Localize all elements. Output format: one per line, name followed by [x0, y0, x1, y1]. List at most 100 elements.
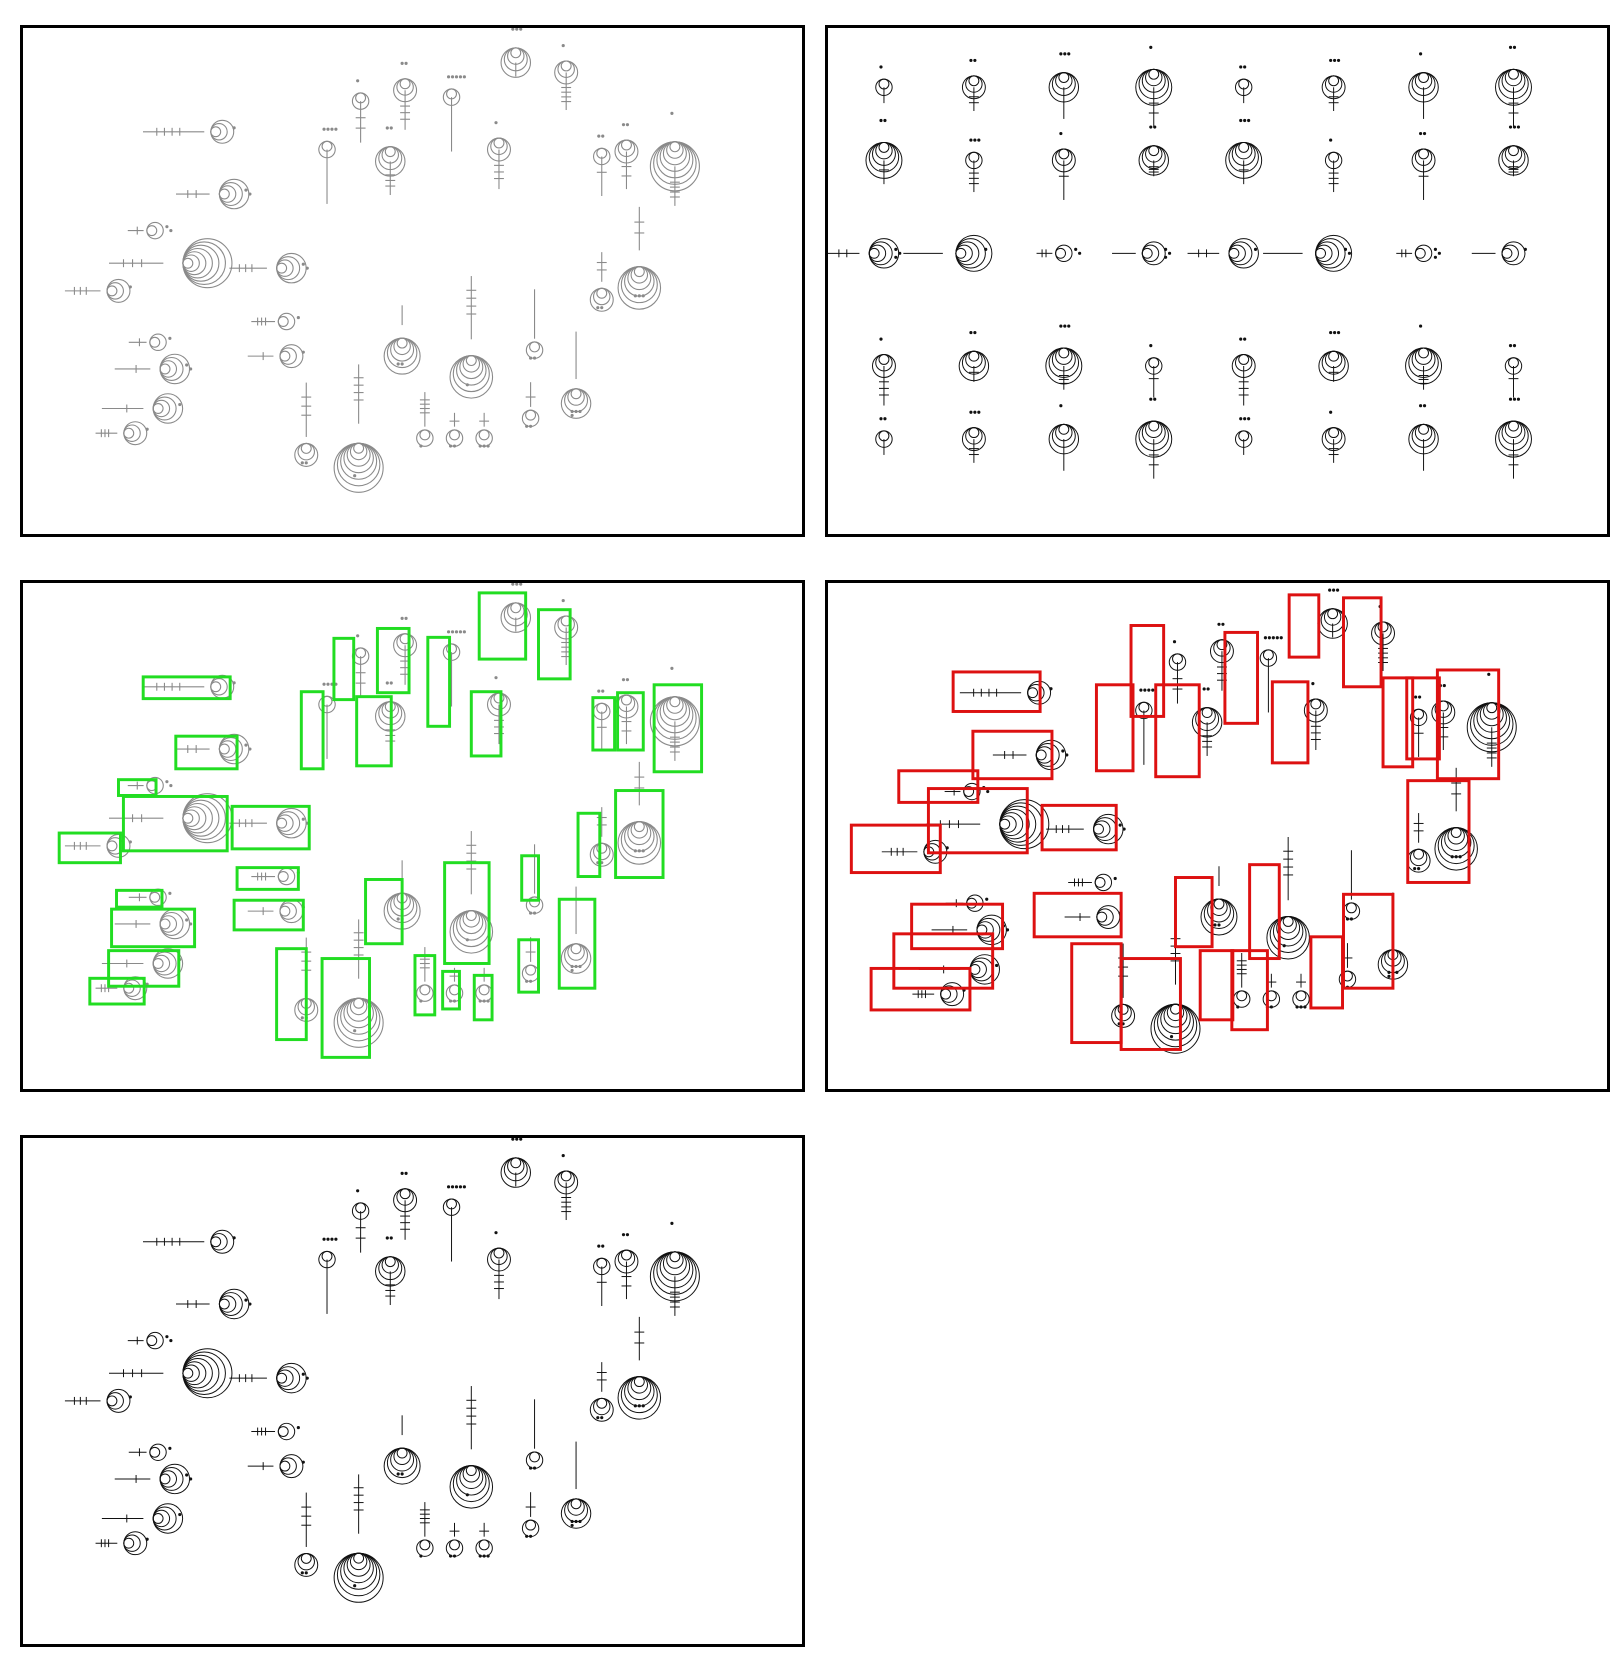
red-detection-box: [1223, 630, 1260, 725]
tree-glyph: [1234, 430, 1253, 455]
tree-glyph: [560, 331, 592, 419]
tree-glyph: [176, 178, 250, 210]
tree-glyph: [128, 1443, 167, 1461]
tree-glyph: [1111, 943, 1136, 1028]
tree-glyph: [965, 151, 983, 193]
tree-glyph: [649, 1251, 700, 1316]
tree-glyph: [375, 1256, 406, 1306]
tree-glyph: [617, 206, 662, 310]
tree-glyph: [128, 333, 167, 352]
green-detection-box: [517, 938, 540, 994]
tree-glyph: [351, 1202, 370, 1253]
tree-glyph: [1145, 357, 1163, 398]
tree-glyph: [1434, 767, 1478, 871]
tree-glyph: [865, 141, 903, 185]
green-detection-box: [332, 636, 356, 702]
tree-glyph: [393, 633, 418, 685]
tree-glyph: [1408, 423, 1439, 471]
tree-glyph: [614, 139, 639, 190]
green-detection-box: [426, 635, 452, 728]
tree-glyph: [475, 412, 493, 447]
tree-glyph: [554, 1170, 579, 1221]
tree-glyph: [475, 1522, 493, 1557]
red-detection-box: [1119, 957, 1182, 1051]
tree-glyph: [521, 382, 540, 428]
tree-glyph: [442, 643, 461, 707]
tree-glyph: [589, 252, 614, 312]
green-detection-box: [557, 897, 597, 990]
red-detection-box: [1342, 596, 1383, 689]
tree-glyph: [1048, 72, 1080, 119]
tree-glyph: [500, 602, 532, 633]
green-detection-box: [614, 789, 665, 879]
tree-glyph: [958, 350, 990, 382]
tree-glyph: [1266, 836, 1310, 960]
red-detection-box: [1270, 680, 1310, 765]
green-detection-box: [472, 973, 494, 1022]
green-detection-box: [364, 878, 404, 946]
tree-glyph: [351, 92, 370, 143]
tree-glyph: [229, 1362, 307, 1394]
tree-glyph: [871, 354, 896, 406]
tree-glyph: [142, 1229, 235, 1254]
tree-glyph: [1225, 141, 1263, 185]
red-detection-box: [897, 769, 980, 804]
green-detection-box: [299, 690, 325, 771]
green-detection-box: [88, 976, 146, 1006]
green-detection-box: [375, 626, 411, 695]
green-detection-canvas: [57, 583, 704, 1059]
green-detection-box: [174, 734, 239, 771]
tree-glyph: [589, 1362, 614, 1422]
red-detection-box: [926, 787, 1029, 855]
tree-glyph: [487, 1247, 511, 1300]
tree-glyph: [1495, 68, 1532, 127]
tree-glyph: [486, 137, 511, 190]
tree-glyph: [383, 305, 421, 375]
tree-glyph: [374, 146, 406, 196]
tree-glyph: [416, 392, 434, 447]
tree-glyph: [1342, 850, 1361, 920]
tree-glyph: [64, 1388, 131, 1413]
red-detection-box: [1405, 676, 1441, 761]
tree-glyph: [442, 88, 461, 152]
red-detection-box: [1129, 624, 1166, 718]
tree-glyph: [1064, 905, 1121, 929]
tree-glyph: [445, 412, 464, 447]
tree-glyph: [114, 1463, 191, 1495]
tree-glyph: [1068, 873, 1113, 892]
tree-glyph: [1262, 973, 1281, 1008]
tree-glyph: [1471, 241, 1526, 266]
tree-glyph: [593, 1257, 611, 1307]
tree-glyph: [1321, 427, 1346, 463]
tree-glyph: [1406, 813, 1431, 873]
green-detection-box: [232, 898, 305, 932]
tree-glyph: [142, 119, 235, 144]
tree-glyph: [912, 982, 965, 1007]
tree-glyph: [1495, 420, 1532, 479]
tree-glyph: [649, 696, 700, 761]
tree-glyph: [294, 1492, 319, 1577]
red-detection-box: [1230, 949, 1269, 1032]
red-detection-box: [1094, 683, 1135, 773]
tree-glyph: [294, 382, 319, 467]
red-detection-box: [910, 902, 1005, 951]
tree-glyph: [961, 427, 986, 463]
tree-glyph: [383, 1415, 421, 1485]
tree-glyph: [1431, 700, 1456, 751]
green-detection-box: [230, 804, 311, 851]
green-detection-box: [477, 591, 528, 661]
tree-glyph: [931, 914, 1007, 946]
symbol-grid-canvas: [828, 45, 1532, 479]
tree-glyph: [95, 421, 148, 446]
tree-glyph: [1036, 244, 1073, 263]
tree-glyph: [1150, 925, 1201, 1054]
red-detection-box: [1381, 676, 1415, 769]
tree-glyph: [875, 78, 893, 104]
green-detection-box: [591, 696, 617, 752]
green-detection-box: [121, 794, 229, 853]
red-detection-box: [869, 966, 972, 1012]
tree-glyph: [944, 782, 981, 801]
green-detection-box: [441, 969, 461, 1011]
tree-glyph: [593, 147, 611, 197]
tree-glyph: [828, 238, 900, 269]
